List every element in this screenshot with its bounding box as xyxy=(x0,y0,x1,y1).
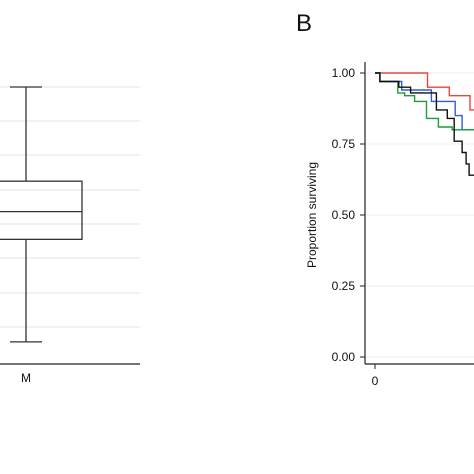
survival-curve-4 xyxy=(375,72,474,176)
box-plot-gridlines xyxy=(0,86,140,328)
survival-y-ticks: 1.00 0.75 0.50 0.25 0.00 xyxy=(332,66,365,364)
panel-label-b: B xyxy=(296,10,312,37)
survival-x-tick-label: 0 xyxy=(372,374,379,388)
survival-curve-1 xyxy=(375,72,474,111)
survival-y-tick-label: 0.00 xyxy=(332,350,356,364)
survival-y-tick-label: 0.75 xyxy=(332,137,356,151)
survival-y-tick-label: 0.50 xyxy=(332,208,356,222)
survival-panel: B 1.00 0.75 0.50 0.25 0.00 0 Proportion surv… xyxy=(296,10,474,388)
box-plot-panel: M xyxy=(0,86,140,385)
survival-y-tick-label: 1.00 xyxy=(332,66,356,80)
survival-y-tick-label: 0.25 xyxy=(332,279,356,293)
box-plot-iqr-box xyxy=(0,180,83,240)
survival-series xyxy=(375,72,474,176)
box-plot-category-label: M xyxy=(21,371,31,385)
survival-x-ticks: 0 xyxy=(372,364,379,388)
box-plot-box-m xyxy=(0,86,83,343)
survival-y-axis-title: Proportion surviving xyxy=(305,162,319,268)
